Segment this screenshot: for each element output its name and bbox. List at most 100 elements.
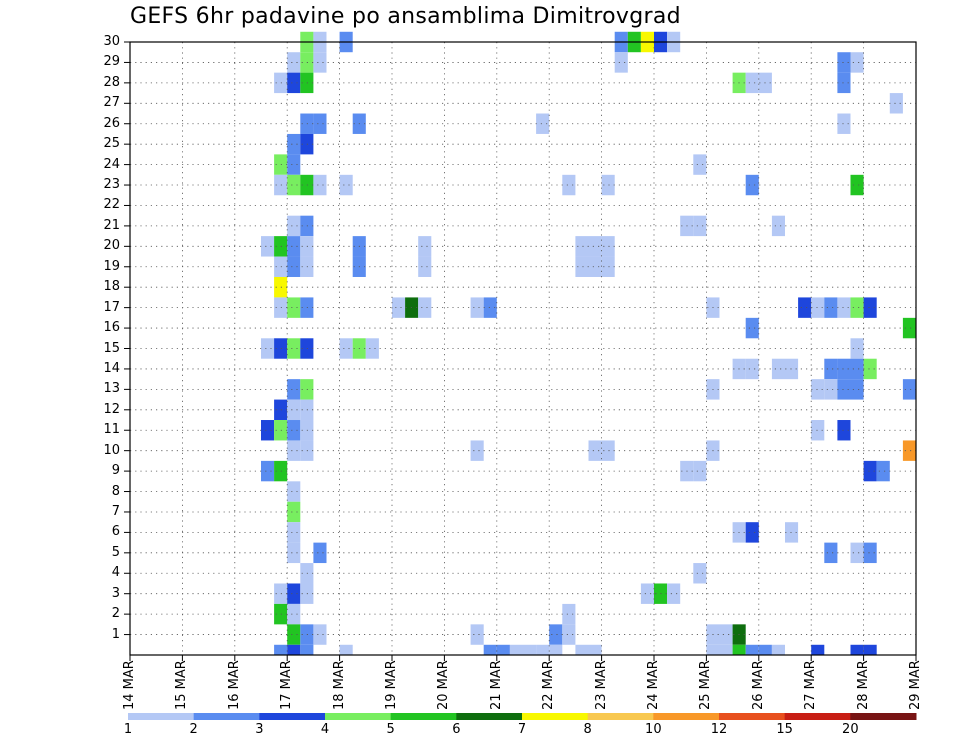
heatmap-cell (667, 583, 681, 604)
heatmap-cell (902, 440, 916, 461)
heatmap-cell (300, 644, 314, 655)
heatmap-cell (601, 174, 615, 196)
heatmap-cell (536, 644, 550, 655)
y-tick-label: 9 (111, 463, 120, 479)
heatmap-cell (719, 624, 733, 645)
colorbar-swatch (325, 713, 392, 720)
heatmap-cell (798, 297, 812, 318)
heatmap-cell (850, 644, 864, 655)
heatmap-cell (745, 317, 759, 339)
y-tick-label: 13 (103, 381, 120, 397)
heatmap-cell (365, 338, 379, 359)
heatmap-cell (693, 460, 707, 482)
heatmap-cell (274, 297, 288, 318)
heatmap-cell (693, 154, 707, 175)
grid-lines (130, 42, 916, 655)
heatmap-cell (274, 256, 288, 277)
heatmap-cell (523, 644, 537, 655)
y-tick-label: 14 (103, 360, 120, 376)
x-tick-label: 25 MAR (698, 660, 714, 710)
heatmap-cell (732, 644, 746, 655)
colorbar-label: 20 (842, 722, 859, 737)
y-tick-label: 16 (103, 320, 120, 336)
heatmap-cell (811, 644, 825, 655)
heatmap-cell (601, 440, 615, 461)
chart-title: GEFS 6hr padavine po ansamblima Dimitrov… (130, 4, 681, 29)
colorbar-label: 10 (645, 722, 662, 737)
heatmap-cell (339, 338, 353, 359)
y-tick-label: 12 (103, 401, 120, 417)
colorbar-swatch (128, 713, 195, 720)
y-tick-label: 20 (103, 238, 120, 254)
heatmap-cell (496, 644, 510, 655)
heatmap-cell (562, 624, 576, 645)
heatmap-cell (418, 236, 432, 257)
y-tick-label: 17 (103, 299, 120, 315)
y-tick-label: 27 (103, 95, 120, 111)
colorbar-label: 2 (189, 722, 198, 737)
heatmap-cell (863, 644, 877, 655)
y-tick-label: 18 (103, 279, 120, 295)
heatmap-cell (824, 358, 838, 380)
y-tick-label: 11 (103, 422, 120, 438)
heatmap-cell (287, 72, 301, 94)
heatmap-cell (287, 542, 301, 564)
heatmap-cell (549, 624, 563, 645)
heatmap-cell (601, 256, 615, 277)
heatmap-cell (274, 603, 288, 625)
colorbar-swatch (784, 713, 851, 720)
heatmap-cell (274, 276, 288, 298)
heatmap-cell (745, 644, 759, 655)
heatmap-cell (562, 174, 576, 196)
heatmap-cell (287, 420, 301, 441)
heatmap-cell (470, 624, 484, 645)
colorbar-label: 15 (776, 722, 793, 737)
colorbar-label: 6 (452, 722, 461, 737)
x-tick-label: 22 MAR (541, 660, 557, 710)
colorbar-swatch (522, 713, 589, 720)
heatmap-cell (418, 297, 432, 318)
colorbar-swatch (719, 713, 786, 720)
heatmap-cell (339, 644, 353, 655)
heatmap-cell (745, 72, 759, 94)
x-tick-label: 26 MAR (750, 660, 766, 710)
colorbar-label: 1 (123, 722, 133, 737)
heatmap-cell (719, 644, 733, 655)
x-tick-label: 20 MAR (436, 660, 452, 710)
x-tick-label: 19 MAR (384, 660, 399, 710)
heatmap-cell (902, 317, 916, 339)
heatmap-cell (745, 174, 759, 196)
x-tick-label: 16 MAR (226, 660, 242, 710)
heatmap-cell (850, 338, 864, 359)
heatmap-cell (274, 154, 288, 175)
heatmap-cell (313, 624, 327, 645)
heatmap-cell (274, 174, 288, 196)
colorbar-swatch (850, 713, 917, 720)
heatmap-cell (837, 358, 851, 380)
heatmap-cell (811, 420, 825, 441)
heatmap-cell (287, 644, 301, 655)
heatmap-cell (745, 358, 759, 380)
heatmap-cell (274, 72, 288, 94)
heatmap-cell (640, 583, 654, 604)
colorbar-label: 3 (255, 722, 264, 737)
heatmap-cell (889, 93, 903, 114)
colorbar-label: 8 (583, 722, 592, 737)
heatmap-cell (274, 460, 288, 482)
heatmap-cell (771, 215, 785, 237)
heatmap-cell (313, 113, 327, 134)
heatmap-cell (902, 379, 916, 400)
heatmap-cell (287, 297, 301, 318)
x-tick-label: 14 MAR (122, 660, 137, 710)
heatmap-cell (771, 644, 785, 655)
colorbar-swatch (456, 713, 523, 720)
heatmap-cell (811, 297, 825, 318)
colorbar-swatch (653, 713, 720, 720)
y-tick-label: 28 (103, 74, 120, 90)
y-tick-label: 4 (111, 565, 120, 581)
heatmap-cell (287, 603, 301, 625)
heatmap-cell (575, 256, 589, 277)
y-tick-label: 26 (103, 115, 120, 131)
heatmap-cell (392, 297, 406, 318)
